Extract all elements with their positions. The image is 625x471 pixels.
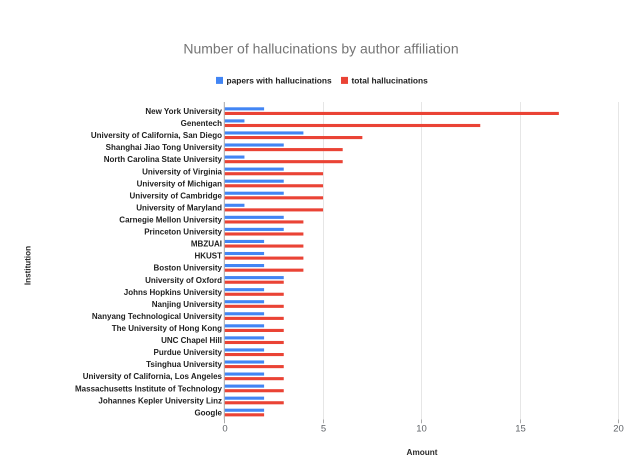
svg-text:North Carolina State Universit: North Carolina State University bbox=[104, 155, 223, 164]
svg-text:Amount: Amount bbox=[407, 448, 438, 457]
svg-text:5: 5 bbox=[321, 423, 326, 434]
svg-text:Princeton University: Princeton University bbox=[144, 228, 222, 237]
svg-text:New York University: New York University bbox=[145, 107, 222, 116]
svg-text:Purdue University: Purdue University bbox=[154, 348, 223, 357]
svg-text:The University of Hong Kong: The University of Hong Kong bbox=[112, 324, 222, 333]
svg-text:Boston University: Boston University bbox=[154, 264, 223, 273]
svg-text:total hallucinations: total hallucinations bbox=[352, 75, 429, 85]
svg-text:University of Maryland: University of Maryland bbox=[136, 203, 222, 212]
svg-text:15: 15 bbox=[515, 423, 526, 434]
svg-text:HKUST: HKUST bbox=[194, 252, 222, 261]
svg-text:papers with hallucinations: papers with hallucinations bbox=[227, 75, 333, 85]
svg-text:MBZUAI: MBZUAI bbox=[191, 240, 222, 249]
svg-text:Number of hallucinations by au: Number of hallucinations by author affil… bbox=[183, 41, 458, 57]
svg-text:Carnegie Mellon University: Carnegie Mellon University bbox=[119, 216, 222, 225]
svg-text:University of Cambridge: University of Cambridge bbox=[130, 191, 223, 200]
svg-text:Genentech: Genentech bbox=[181, 119, 222, 128]
svg-text:Tsinghua University: Tsinghua University bbox=[146, 360, 222, 369]
svg-text:Johns Hopkins University: Johns Hopkins University bbox=[124, 288, 223, 297]
svg-text:Google: Google bbox=[194, 408, 222, 417]
svg-text:20: 20 bbox=[613, 423, 624, 434]
svg-text:University of California, San: University of California, San Diego bbox=[91, 131, 222, 140]
svg-text:University of Virginia: University of Virginia bbox=[142, 167, 222, 176]
svg-text:0: 0 bbox=[222, 423, 227, 434]
svg-text:Shanghai Jiao Tong University: Shanghai Jiao Tong University bbox=[106, 143, 223, 152]
svg-text:10: 10 bbox=[416, 423, 427, 434]
svg-text:Johannes Kepler University Lin: Johannes Kepler University Linz bbox=[98, 396, 222, 405]
svg-text:Nanjing University: Nanjing University bbox=[152, 300, 223, 309]
svg-text:Nanyang Technological Universi: Nanyang Technological University bbox=[92, 312, 223, 321]
svg-text:University of Michigan: University of Michigan bbox=[137, 179, 222, 188]
svg-text:UNC Chapel Hill: UNC Chapel Hill bbox=[161, 336, 222, 345]
svg-text:Institution: Institution bbox=[24, 246, 33, 285]
svg-text:University of Oxford: University of Oxford bbox=[145, 276, 222, 285]
svg-text:University of California, Los: University of California, Los Angeles bbox=[83, 372, 223, 381]
svg-text:Massachusetts Institute of Tec: Massachusetts Institute of Technology bbox=[75, 384, 223, 393]
